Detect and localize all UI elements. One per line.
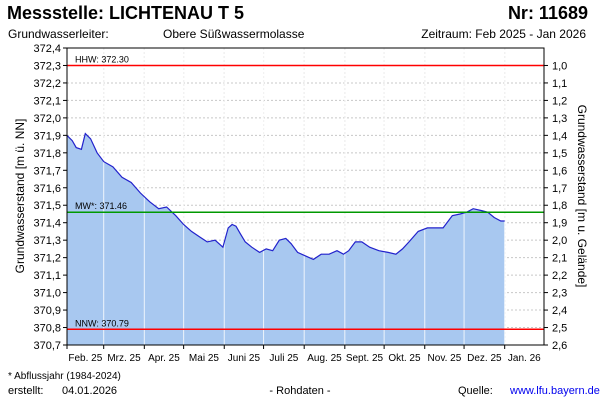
y-tick-label: 371,1 <box>33 270 61 282</box>
created-label: erstellt: <box>8 385 44 397</box>
y-tick-label: 372,1 <box>33 95 61 107</box>
y2-tick-label: 2,4 <box>552 305 567 317</box>
created-date: 04.01.2026 <box>62 385 118 397</box>
y-tick-label: 371,0 <box>33 288 61 300</box>
y2-tick-label: 1,8 <box>552 200 567 212</box>
raw-data-note: - Rohdaten - <box>269 385 331 397</box>
y-tick-label: 372,0 <box>33 113 61 125</box>
station-number: Nr: 11689 <box>507 3 588 23</box>
x-tick-label: Feb. 25 <box>68 353 102 364</box>
y-tick-label: 371,5 <box>33 200 61 212</box>
y2-tick-label: 1,0 <box>552 60 567 72</box>
y2-tick-label: 2,2 <box>552 270 567 282</box>
aquifer-value: Obere Süßwassermolasse <box>163 27 305 41</box>
footnote: * Abflussjahr (1984-2024) <box>8 371 121 382</box>
y2-tick-label: 1,7 <box>552 183 567 195</box>
y2-tick-label: 1,5 <box>552 148 567 160</box>
reference-lines: HHW: 372.30 MW*: 371.46 NNW: 370.79 <box>67 54 544 331</box>
y2-tick-label: 2,5 <box>552 323 567 335</box>
series-line <box>66 132 505 261</box>
x-tick-label: Mrz. 25 <box>107 353 141 364</box>
x-tick-label: Nov. 25 <box>428 353 462 364</box>
x-tick-label: Apr. 25 <box>148 353 180 364</box>
y-tick-label: 372,3 <box>33 60 61 72</box>
y-tick-label: 371,4 <box>33 218 61 230</box>
station-title: Messstelle: LICHTENAU T 5 <box>7 3 245 23</box>
x-tick-label: Dez. 25 <box>467 353 502 364</box>
source-link[interactable]: www.lfu.bayern.de <box>510 385 600 397</box>
x-tick-label: Mai 25 <box>189 353 219 364</box>
reference-label: MW*: 371.46 <box>75 201 127 211</box>
plot-border <box>66 47 545 346</box>
x-tick-label: Juni 25 <box>228 353 261 364</box>
y-tick-label: 372,4 <box>33 43 61 55</box>
y-tick-label: 371,9 <box>33 130 61 142</box>
y-tick-label: 371,8 <box>33 148 61 160</box>
series-layer <box>66 48 506 345</box>
y-tick-label: 371,3 <box>33 235 61 247</box>
y2-tick-label: 1,4 <box>552 130 567 142</box>
y-axis-title: Grundwasserstand [m ü. NN] <box>13 119 27 274</box>
y-tick-label: 372,2 <box>33 78 61 90</box>
x-tick-label: Aug. 25 <box>307 353 342 364</box>
reference-label: HHW: 372.30 <box>75 54 129 64</box>
series-area <box>67 133 505 345</box>
y-tick-label: 370,9 <box>33 305 61 317</box>
y-tick-label: 371,2 <box>33 253 61 265</box>
x-tick-label: Sept. 25 <box>346 353 384 364</box>
y-tick-label: 371,6 <box>33 183 61 195</box>
aquifer-label: Grundwasserleiter: <box>8 27 109 41</box>
y2-tick-label: 2,3 <box>552 288 567 300</box>
y2-tick-label: 1,6 <box>552 165 567 177</box>
period-text: Zeitraum: Feb 2025 - Jan 2026 <box>421 27 586 41</box>
reference-label: NNW: 370.79 <box>75 318 129 328</box>
source-label: Quelle: <box>458 385 493 397</box>
x-tick-label: Juli 25 <box>269 353 298 364</box>
y2-tick-label: 1,3 <box>552 113 567 125</box>
y-tick-label: 370,7 <box>33 340 61 352</box>
y-tick-label: 370,8 <box>33 323 61 335</box>
y2-tick-label: 1,1 <box>552 78 567 90</box>
y2-axis-title: Grundwasserstand [m u. Gelände] <box>575 105 589 288</box>
y2-tick-label: 2,1 <box>552 253 567 265</box>
x-tick-label: Jan. 26 <box>508 353 541 364</box>
x-tick-label: Okt. 25 <box>388 353 421 364</box>
y2-tick-label: 2,6 <box>552 340 567 352</box>
y2-tick-label: 1,9 <box>552 218 567 230</box>
y2-tick-label: 2,0 <box>552 235 567 247</box>
axes: 372,4 372,3 372,2 372,1 372,0 371,9 371,8 371,7… <box>33 43 567 364</box>
y2-tick-label: 1,2 <box>552 95 567 107</box>
y-tick-label: 371,7 <box>33 165 61 177</box>
